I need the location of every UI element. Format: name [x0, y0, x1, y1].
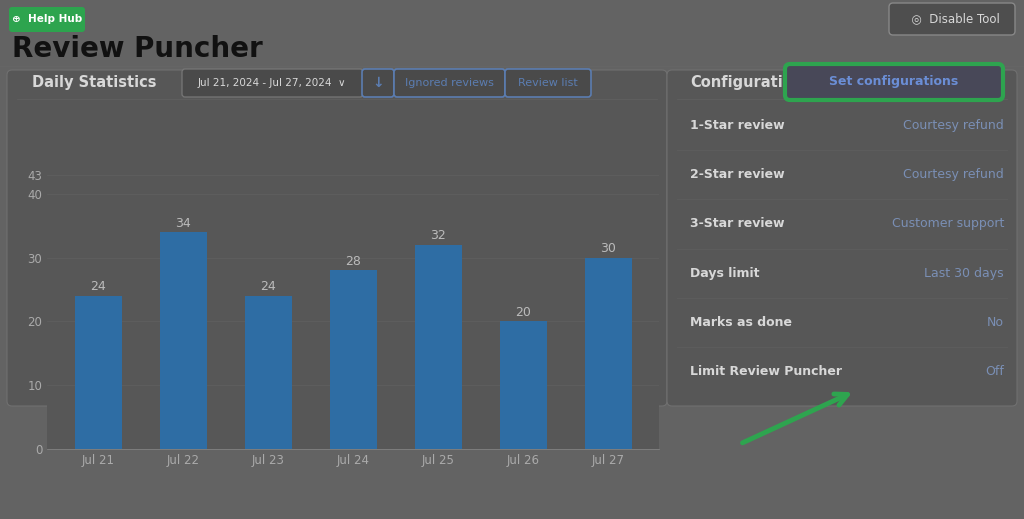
Text: ↓: ↓ [372, 76, 384, 90]
Text: Off: Off [985, 365, 1004, 378]
Text: Configuration: Configuration [690, 75, 803, 90]
Text: Marks as done: Marks as done [690, 316, 792, 329]
Text: 20: 20 [515, 306, 531, 319]
Bar [585, 258, 632, 449]
Text: Review list: Review list [518, 78, 578, 88]
Text: 3-Star review: 3-Star review [690, 217, 784, 230]
Text: Review Puncher: Review Puncher [12, 35, 263, 63]
FancyBboxPatch shape [9, 7, 85, 32]
Text: ⊕  Help Hub: ⊕ Help Hub [12, 15, 82, 24]
Text: 24: 24 [260, 280, 276, 293]
Bar [245, 296, 292, 449]
FancyBboxPatch shape [889, 3, 1015, 35]
FancyBboxPatch shape [7, 70, 667, 406]
FancyBboxPatch shape [505, 69, 591, 97]
Text: 30: 30 [600, 242, 616, 255]
Text: Days limit: Days limit [690, 267, 760, 280]
FancyBboxPatch shape [362, 69, 394, 97]
Text: 34: 34 [175, 216, 191, 229]
Text: 24: 24 [90, 280, 106, 293]
Text: Jul 21, 2024 - Jul 27, 2024  ∨: Jul 21, 2024 - Jul 27, 2024 ∨ [198, 78, 346, 88]
Text: Ignored reviews: Ignored reviews [406, 78, 494, 88]
Text: ◎  Disable Tool: ◎ Disable Tool [904, 12, 1000, 25]
FancyBboxPatch shape [394, 69, 505, 97]
Bar [75, 296, 122, 449]
Bar [330, 270, 377, 449]
FancyBboxPatch shape [182, 69, 362, 97]
Bar [500, 321, 547, 449]
FancyBboxPatch shape [785, 64, 1002, 100]
Text: Courtesy refund: Courtesy refund [903, 168, 1004, 181]
Text: Daily Statistics: Daily Statistics [32, 75, 157, 90]
Text: Set configurations: Set configurations [829, 75, 958, 89]
Text: Last 30 days: Last 30 days [925, 267, 1004, 280]
Text: Limit Review Puncher: Limit Review Puncher [690, 365, 842, 378]
Text: Customer support: Customer support [892, 217, 1004, 230]
Text: No: No [987, 316, 1004, 329]
Text: Courtesy refund: Courtesy refund [903, 119, 1004, 132]
Text: 28: 28 [345, 255, 361, 268]
Bar [415, 245, 462, 449]
Text: 2-Star review: 2-Star review [690, 168, 784, 181]
Text: 32: 32 [430, 229, 446, 242]
FancyBboxPatch shape [667, 70, 1017, 406]
Bar [160, 232, 207, 449]
Text: 1-Star review: 1-Star review [690, 119, 784, 132]
